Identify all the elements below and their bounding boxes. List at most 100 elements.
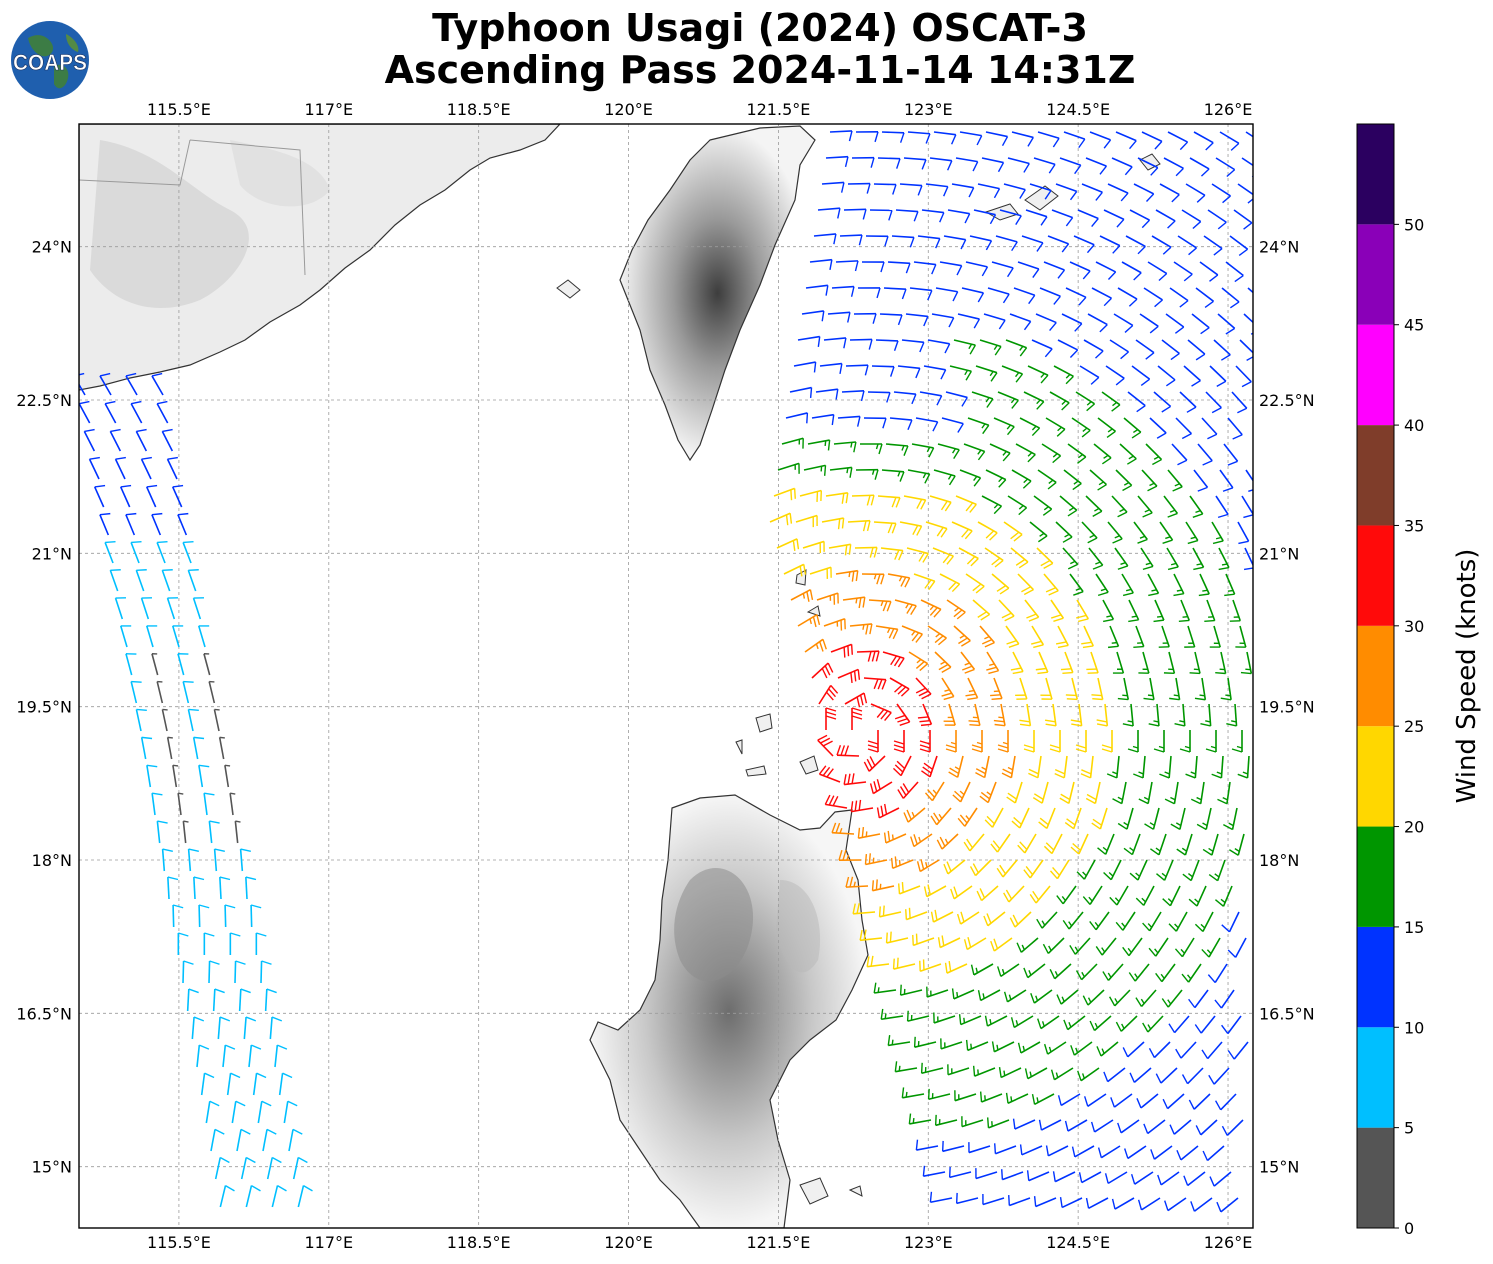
wind-barb <box>1061 313 1083 332</box>
china-landmass <box>79 124 561 391</box>
wind-barb <box>860 443 883 455</box>
wind-barb <box>1174 937 1195 958</box>
wind-barb <box>161 708 168 732</box>
wind-barb <box>1218 547 1230 571</box>
lat-tick-label: 22.5°N <box>16 391 72 410</box>
colorbar-tick-label: 25 <box>1404 717 1424 736</box>
wind-barb <box>99 372 112 396</box>
coaps-logo: COAPS <box>11 21 89 99</box>
wind-barb <box>1029 183 1052 200</box>
lon-tick-label: 121.5°E <box>746 100 810 119</box>
wind-barb <box>789 386 813 399</box>
wind-barb <box>1129 209 1151 229</box>
wind-barb <box>905 907 928 921</box>
wind-barb <box>897 781 919 799</box>
wind-barb <box>198 764 210 788</box>
wind-barb <box>1166 547 1179 571</box>
wind-barb <box>1209 625 1221 648</box>
wind-barb <box>135 708 147 732</box>
colorbar-bin <box>1357 224 1394 325</box>
wind-barb <box>1173 261 1193 282</box>
wind-barb <box>1003 521 1023 542</box>
wind-barb <box>1191 313 1210 335</box>
wind-barb <box>880 547 904 561</box>
wind-barb <box>871 365 895 377</box>
wind-barb <box>1115 131 1137 150</box>
wind-barb <box>1027 365 1049 384</box>
wind-barb <box>1221 911 1240 933</box>
lon-tick-label: 118.5°E <box>447 1233 511 1252</box>
wind-barb <box>845 364 869 376</box>
wind-barb <box>899 183 923 196</box>
wind-barb <box>1158 625 1170 648</box>
wind-barb <box>166 736 173 760</box>
wind-barb <box>1207 209 1227 230</box>
wind-barb <box>1063 131 1086 149</box>
wind-barb <box>1169 677 1181 701</box>
wind-barb <box>941 677 955 701</box>
wind-barb <box>1003 989 1027 1003</box>
wind-barb <box>1032 781 1049 804</box>
wind-barb <box>187 708 199 732</box>
wind-barb <box>977 989 1001 1002</box>
wind-barb <box>1135 989 1157 1008</box>
wind-barb <box>1197 443 1213 466</box>
wind-barb <box>1137 495 1153 518</box>
wind-barb <box>245 1185 261 1208</box>
lon-tick-label: 126°E <box>1204 1233 1253 1252</box>
wind-barb <box>932 547 954 565</box>
wind-barb <box>130 540 142 564</box>
wind-barb <box>1239 339 1253 362</box>
wind-barb <box>1109 885 1129 906</box>
wind-barb <box>135 569 147 592</box>
wind-barb <box>1021 235 1044 252</box>
wind-barb <box>1091 287 1112 307</box>
wind-barb <box>1070 703 1083 727</box>
wind-barb <box>1105 365 1125 386</box>
lat-tick-label: 21°N <box>32 544 72 563</box>
wind-barb <box>915 677 932 700</box>
wind-barb <box>104 540 116 564</box>
wind-barb <box>901 339 925 353</box>
wind-barb <box>135 428 148 452</box>
wind-barb <box>916 859 940 873</box>
wind-barb <box>813 233 837 245</box>
wind-barb <box>876 803 900 819</box>
wind-barb <box>1106 755 1120 779</box>
wind-barb <box>1185 521 1199 545</box>
wind-barb <box>1247 287 1253 294</box>
wind-barb <box>271 1185 287 1208</box>
wind-barb <box>1240 651 1253 675</box>
wind-barb <box>1005 1092 1029 1104</box>
wind-barb <box>1049 391 1070 411</box>
wind-barb <box>961 1116 984 1128</box>
wind-barb <box>827 311 851 323</box>
wind-barb <box>1168 911 1188 932</box>
wind-barb <box>182 820 189 844</box>
lon-tick-label: 115.5°E <box>147 1233 211 1252</box>
wind-barb <box>1133 521 1148 544</box>
wind-barb <box>1001 365 1024 383</box>
wind-barb <box>297 1185 313 1208</box>
wind-barb <box>1011 131 1034 147</box>
wind-barb <box>821 181 845 193</box>
wind-barb <box>191 1016 205 1040</box>
wind-barb <box>1056 885 1077 905</box>
wind-barb <box>278 1072 293 1096</box>
wind-barb <box>915 1139 939 1151</box>
wind-barb <box>1017 261 1040 278</box>
wind-barb <box>863 417 887 429</box>
wind-barb <box>1201 417 1218 440</box>
wind-barb <box>125 512 137 536</box>
wind-barb <box>1063 469 1082 491</box>
wind-barb <box>1011 807 1030 829</box>
wind-barb <box>906 547 929 563</box>
wind-barb <box>214 1156 230 1180</box>
wind-barb <box>1221 287 1240 309</box>
wind-barb <box>887 573 911 588</box>
wind-barb <box>1011 469 1032 489</box>
wind-barb <box>899 984 923 996</box>
wind-barb <box>166 456 178 480</box>
wind-barb <box>963 833 985 852</box>
wind-barb <box>873 183 897 195</box>
